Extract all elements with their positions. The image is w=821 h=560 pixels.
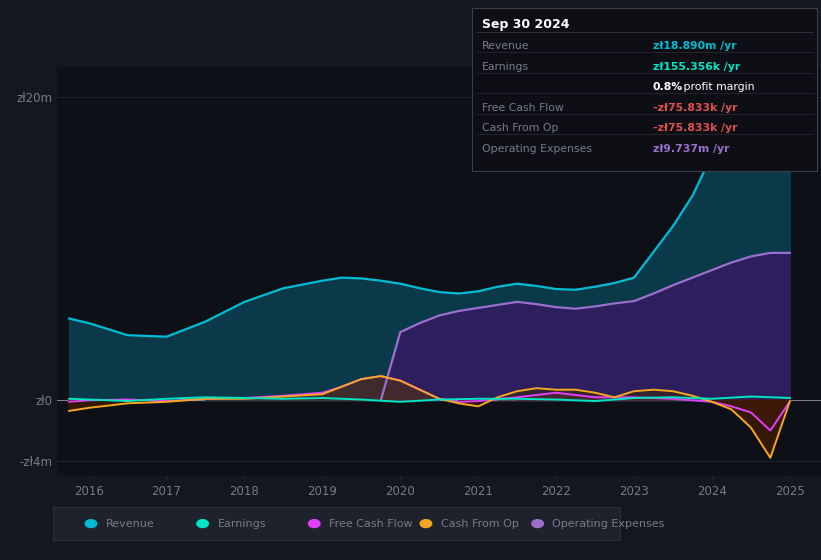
Text: -zł75.833k /yr: -zł75.833k /yr (653, 103, 737, 113)
Text: Revenue: Revenue (482, 41, 530, 52)
Text: 0.8%: 0.8% (653, 82, 683, 92)
Text: Cash From Op: Cash From Op (441, 519, 519, 529)
Text: -zł75.833k /yr: -zł75.833k /yr (653, 123, 737, 133)
Text: Free Cash Flow: Free Cash Flow (329, 519, 413, 529)
Text: profit margin: profit margin (680, 82, 754, 92)
Text: Operating Expenses: Operating Expenses (553, 519, 665, 529)
Text: zł155.356k /yr: zł155.356k /yr (653, 62, 740, 72)
Text: zł9.737m /yr: zł9.737m /yr (653, 144, 729, 154)
Text: Earnings: Earnings (218, 519, 266, 529)
Text: Earnings: Earnings (482, 62, 529, 72)
Text: Cash From Op: Cash From Op (482, 123, 558, 133)
Text: Sep 30 2024: Sep 30 2024 (482, 17, 570, 31)
Text: zł18.890m /yr: zł18.890m /yr (653, 41, 736, 52)
Text: Free Cash Flow: Free Cash Flow (482, 103, 564, 113)
Text: Operating Expenses: Operating Expenses (482, 144, 592, 154)
Text: Revenue: Revenue (106, 519, 154, 529)
